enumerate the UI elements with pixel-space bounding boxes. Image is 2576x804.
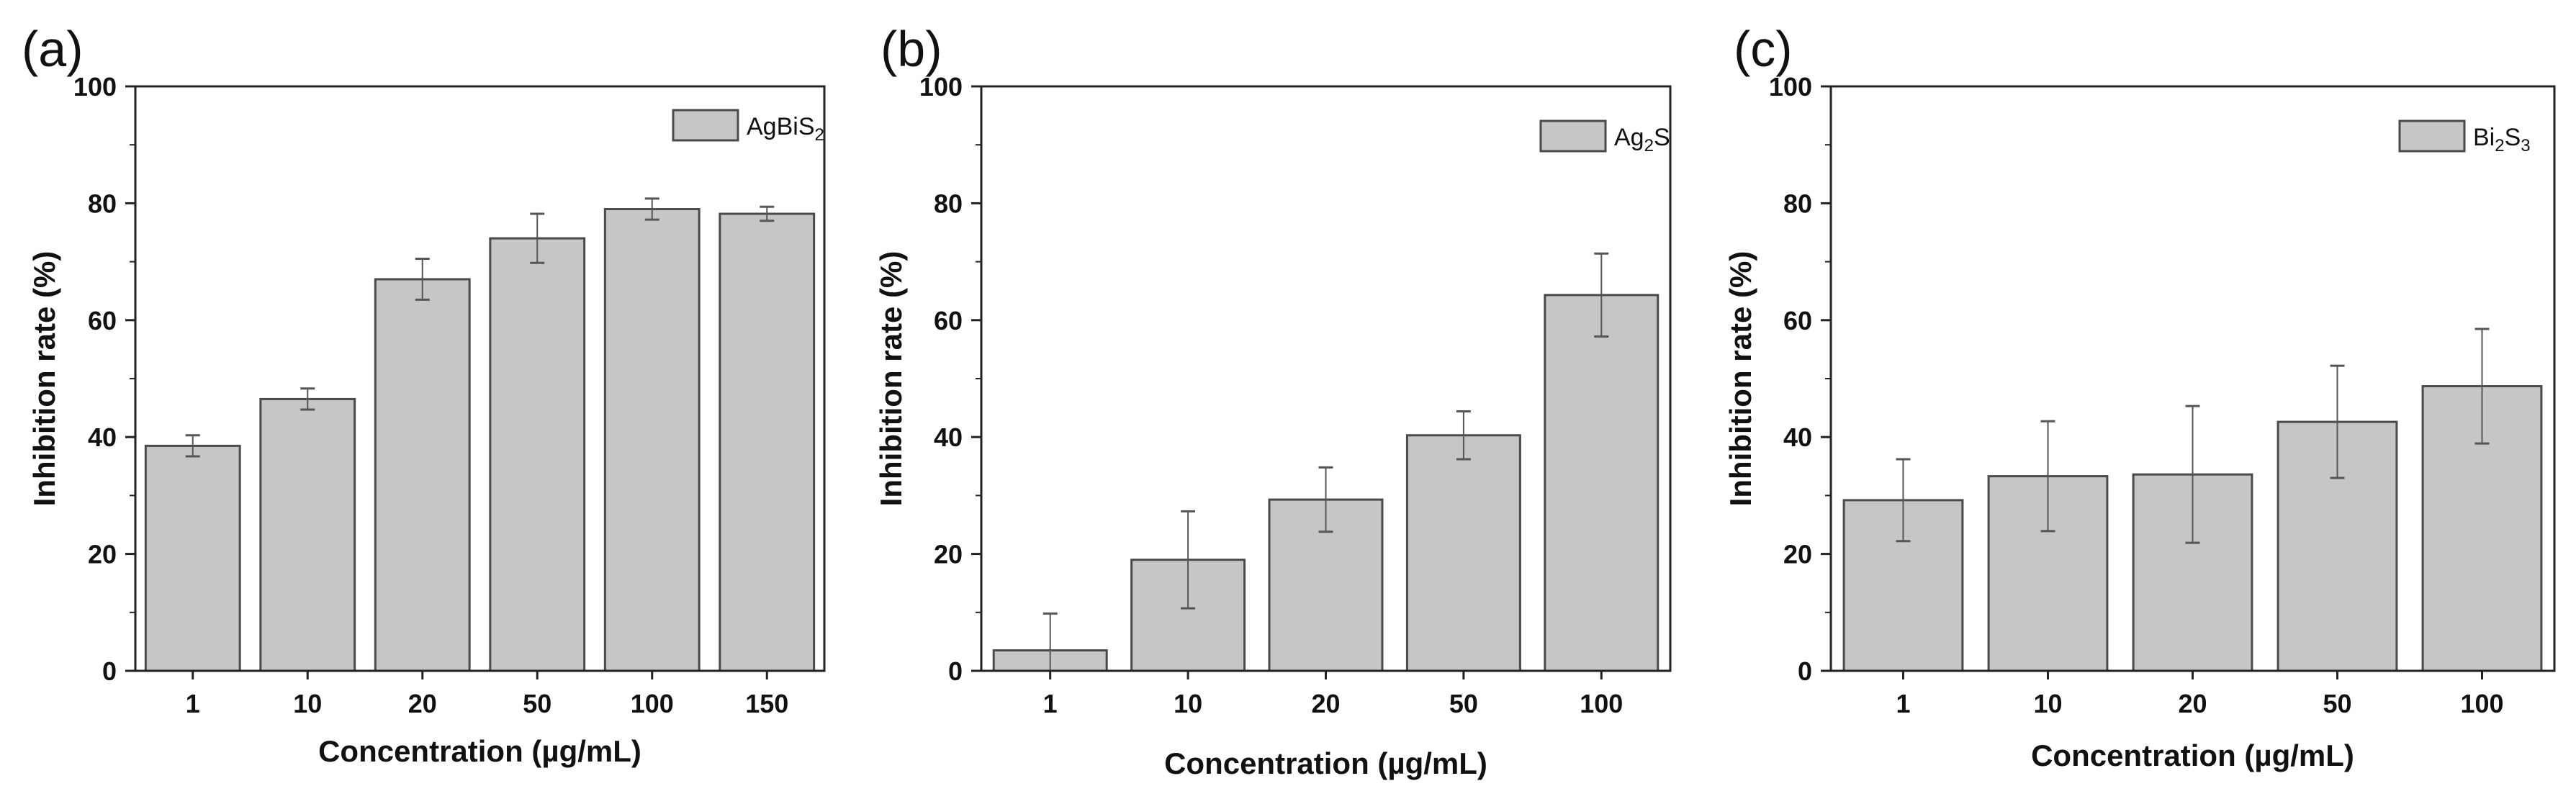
x-tick-label: 1 — [186, 689, 200, 718]
y-tick-label: 80 — [88, 189, 117, 218]
legend-subscript: 2 — [815, 125, 824, 145]
legend-subscript: 2 — [2495, 136, 2504, 155]
x-axis-title: Concentration (µg/mL) — [1164, 746, 1487, 780]
legend-subscript: 3 — [2521, 136, 2530, 155]
x-tick-label: 100 — [2460, 689, 2503, 718]
panel-label: (c) — [1734, 21, 1793, 77]
x-tick-label: 20 — [1311, 689, 1340, 718]
bar — [1405, 434, 1521, 672]
x-tick-label: 1 — [1043, 689, 1058, 718]
legend-text-part: Bi — [2473, 124, 2495, 151]
y-tick-label: 0 — [948, 656, 963, 686]
legend-label: Bi2S3 — [2473, 124, 2531, 155]
x-tick-label: 50 — [1449, 689, 1478, 718]
y-tick-label: 60 — [1783, 306, 1812, 335]
chart-panel-3: (c) 1 10 20 50 100 0 20 40 60 80 100 Concentration (… — [1724, 21, 2556, 772]
y-tick-label: 100 — [919, 72, 963, 101]
y-tick-label: 20 — [1783, 540, 1812, 569]
legend: AgBiS2 — [672, 109, 824, 145]
bar — [144, 444, 241, 672]
x-tick-label: 10 — [2033, 689, 2062, 718]
chart-panel-1: (a) 1 10 20 50 100 150 0 20 40 60 80 100 Concentratio… — [22, 21, 826, 768]
legend-label: Ag2S — [1614, 124, 1670, 155]
legend-text-part: S — [1654, 124, 1670, 151]
x-tick-label: 50 — [523, 689, 551, 718]
x-tick-label: 20 — [408, 689, 437, 718]
panel-label: (b) — [881, 21, 942, 77]
y-tick-label: 60 — [88, 306, 117, 335]
legend-swatch — [2398, 119, 2466, 153]
panel-label: (a) — [22, 21, 84, 77]
chart-panel-2: (b) 1 10 20 50 100 0 20 40 60 80 100 Concentration (… — [874, 21, 1672, 780]
x-tick-label: 10 — [293, 689, 322, 718]
bar — [603, 208, 701, 672]
x-tick-label: 10 — [1174, 689, 1202, 718]
legend-text-part: AgBiS — [747, 113, 815, 140]
x-tick-label: 150 — [745, 689, 788, 718]
legend-text-part: S — [2505, 124, 2521, 151]
y-tick-label: 0 — [102, 656, 117, 686]
x-axis-title: Concentration (µg/mL) — [2031, 738, 2354, 772]
bar — [489, 237, 586, 672]
y-tick-label: 100 — [73, 72, 117, 101]
y-tick-label: 40 — [88, 423, 117, 452]
bar — [719, 212, 816, 672]
legend: Ag2S — [1539, 119, 1670, 155]
y-axis-title: Inhibition rate (%) — [27, 251, 61, 507]
y-tick-label: 100 — [1769, 72, 1812, 101]
y-tick-label: 20 — [934, 540, 963, 569]
legend-swatch — [1539, 119, 1607, 153]
y-axis-title: Inhibition rate (%) — [874, 251, 908, 507]
y-tick-label: 0 — [1798, 656, 1812, 686]
x-tick-label: 50 — [2323, 689, 2351, 718]
legend-swatch — [672, 109, 739, 142]
bar — [374, 278, 471, 672]
x-tick-label: 100 — [631, 689, 674, 718]
legend: Bi2S3 — [2398, 119, 2531, 155]
x-tick-label: 1 — [1896, 689, 1910, 718]
y-tick-label: 80 — [1783, 189, 1812, 218]
y-tick-label: 60 — [934, 306, 963, 335]
x-axis-title: Concentration (µg/mL) — [318, 734, 641, 768]
legend-text-part: Ag — [1614, 124, 1644, 151]
bar — [259, 397, 356, 672]
legend-subscript: 2 — [1644, 136, 1654, 155]
y-tick-label: 40 — [1783, 423, 1812, 452]
bar — [1544, 294, 1659, 672]
y-axis-title: Inhibition rate (%) — [1724, 251, 1757, 507]
x-tick-label: 20 — [2178, 689, 2207, 718]
y-tick-label: 20 — [88, 540, 117, 569]
y-tick-label: 40 — [934, 423, 963, 452]
legend-label: AgBiS2 — [747, 113, 824, 145]
x-tick-label: 100 — [1580, 689, 1623, 718]
y-tick-label: 80 — [934, 189, 963, 218]
